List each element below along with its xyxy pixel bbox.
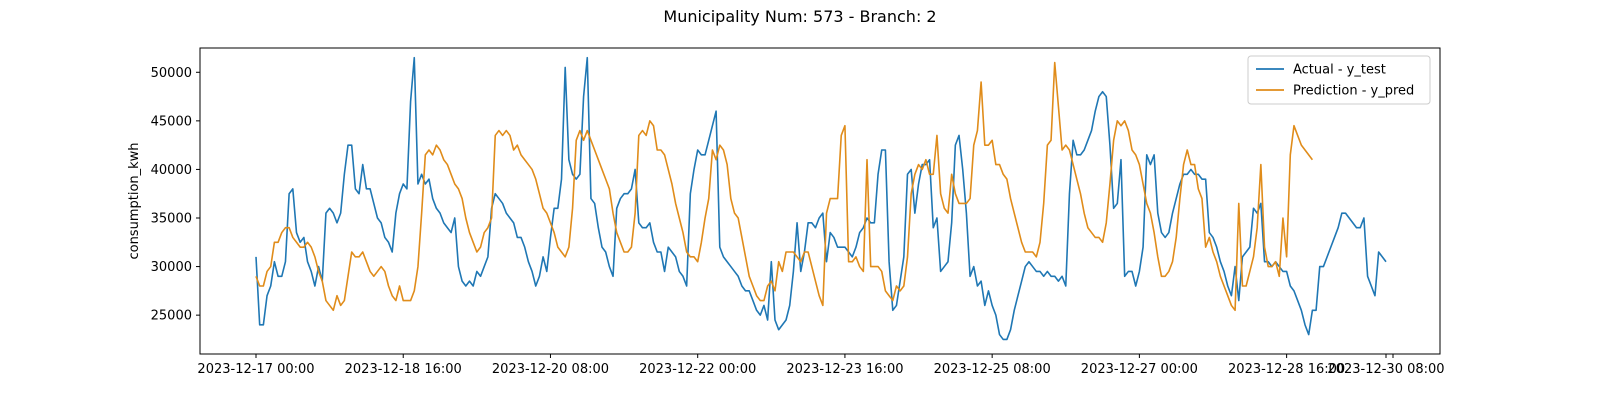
y-tick-label: 40000 [151,163,192,178]
series-lines [255,56,1387,341]
chart-title: Municipality Num: 573 - Branch: 2 [663,7,936,26]
y-tick-label: 25000 [151,309,192,324]
x-tick-label: 2023-12-27 00:00 [1081,362,1198,377]
series-line-prediction [255,61,1314,312]
series-line-actual [255,56,1387,341]
legend: Actual - y_test Prediction - y_pred [1247,55,1431,105]
x-tick-label: 2023-12-20 08:00 [492,362,609,377]
y-axis-label: consumption_kwh [127,142,142,259]
legend-label: Actual - y_test [1293,63,1386,78]
legend-box [1247,55,1431,105]
y-axis: 25000 30000 35000 40000 45000 50000 [151,66,200,324]
x-tick-label: 2023-12-23 16:00 [786,362,903,377]
x-tick-label: 2023-12-28 16:00 [1228,362,1345,377]
x-tick-label: 2023-12-30 08:00 [1327,362,1444,377]
y-tick-label: 50000 [151,66,192,81]
legend-label: Prediction - y_pred [1293,84,1414,99]
y-tick-label: 35000 [151,212,192,227]
plot-frame [199,47,1441,355]
y-tick-label: 45000 [151,114,192,129]
x-tick-label: 2023-12-18 16:00 [345,362,462,377]
y-tick-label: 30000 [151,260,192,275]
x-tick-label: 2023-12-25 08:00 [934,362,1051,377]
x-tick-label: 2023-12-22 00:00 [639,362,756,377]
x-tick-label: 2023-12-17 00:00 [197,362,314,377]
x-axis: 2023-12-17 00:00 2023-12-18 16:00 2023-12-… [197,354,1445,377]
